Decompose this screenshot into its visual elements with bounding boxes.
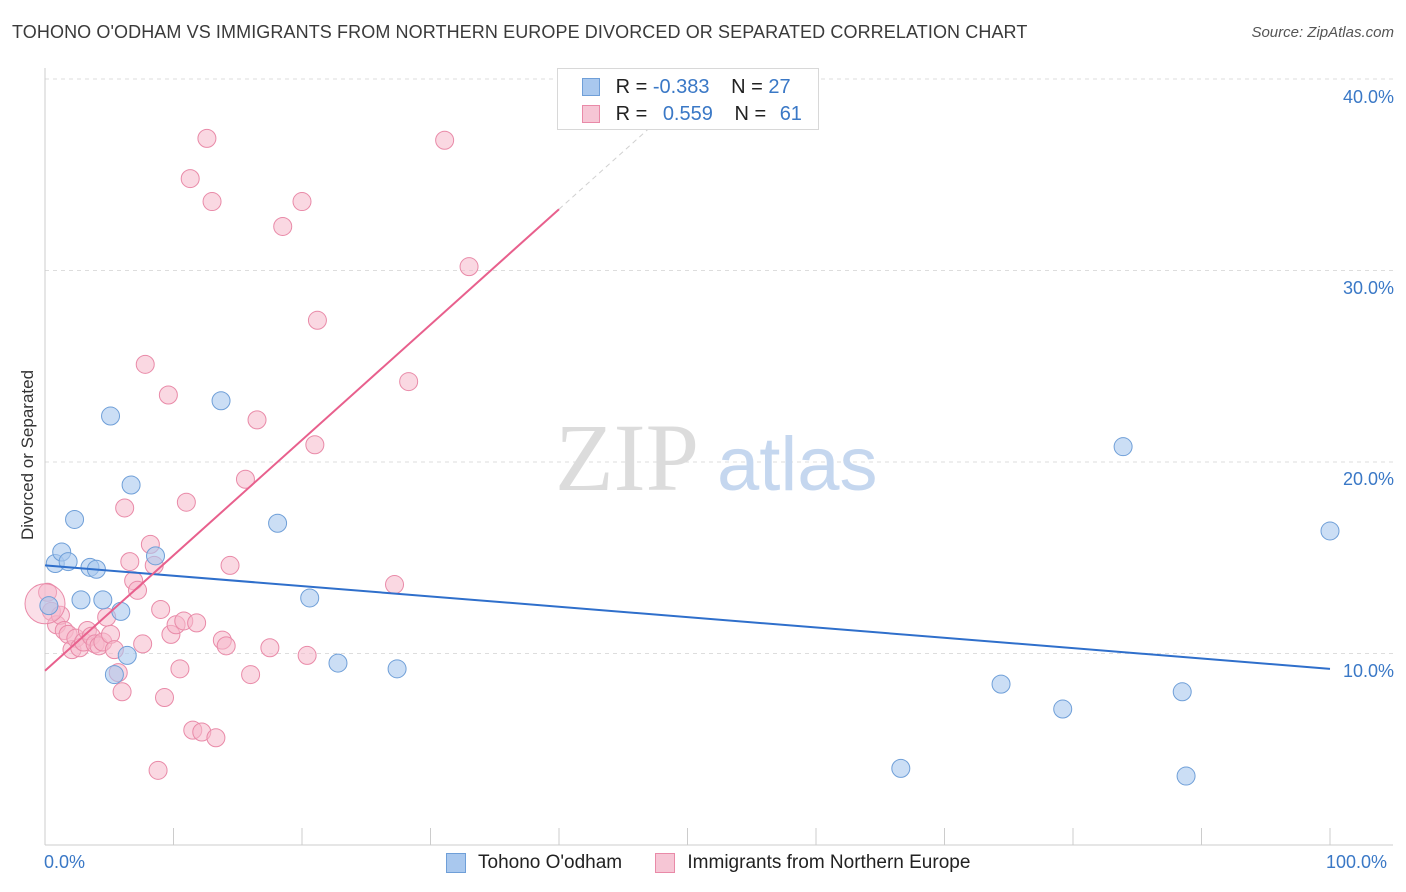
y-tick-10: 10.0%: [1342, 661, 1394, 681]
pink-point: [176, 492, 196, 512]
blue-series-points: [39, 391, 1340, 786]
n-value-pink: 61: [779, 103, 802, 125]
pink-swatch: [582, 105, 600, 123]
blue-point: [117, 645, 137, 665]
watermark-atlas: atlas: [717, 422, 878, 507]
blue-point: [1053, 699, 1073, 719]
stats-legend: R = -0.383 N = 27 R = 0.559 N = 61: [557, 68, 819, 130]
pink-point: [305, 435, 325, 455]
pink-point: [216, 636, 236, 656]
blue-swatch: [582, 78, 600, 96]
blue-point: [146, 546, 166, 566]
pink-point: [241, 665, 261, 685]
pink-point: [155, 688, 175, 708]
pink-point: [307, 310, 327, 330]
stats-row-blue: R = -0.383 N = 27: [582, 75, 791, 99]
pink-point: [435, 130, 455, 150]
series-legend: Tohono O'odham Immigrants from Northern …: [446, 852, 998, 879]
blue-point: [328, 653, 348, 673]
pink-point: [135, 354, 155, 374]
pink-point: [170, 659, 190, 679]
n-value-blue: 27: [768, 76, 791, 98]
blue-trend-line: [44, 564, 1331, 670]
pink-point: [202, 192, 222, 212]
n-label: N =: [734, 103, 767, 125]
blue-point: [1113, 437, 1133, 457]
pink-point: [128, 580, 148, 600]
blue-point: [1320, 521, 1340, 541]
pink-point: [187, 613, 207, 633]
pink-point: [206, 728, 226, 748]
blue-point: [1172, 682, 1192, 702]
trend-lines: [44, 122, 1331, 672]
r-value-pink: 0.559: [662, 103, 713, 125]
blue-point: [104, 665, 124, 685]
blue-point: [268, 513, 288, 533]
pink-point: [197, 128, 217, 148]
blue-point: [65, 509, 85, 529]
legend-item-pink[interactable]: Immigrants from Northern Europe: [655, 852, 970, 874]
blue-point: [93, 590, 113, 610]
pink-point: [133, 634, 153, 654]
blue-point: [387, 659, 407, 679]
blue-point: [39, 596, 59, 616]
pink-point: [148, 760, 168, 780]
blue-point: [891, 758, 911, 778]
pink-point: [158, 385, 178, 405]
pink-point: [151, 599, 171, 619]
axes: [44, 68, 1393, 846]
n-label: N =: [731, 76, 763, 98]
x-tick-max: 100.0%: [1326, 852, 1388, 872]
x-tick-min: 0.0%: [44, 852, 86, 872]
legend-label-blue: Tohono O'odham: [478, 852, 623, 873]
pink-point: [399, 372, 419, 392]
pink-point: [385, 575, 405, 595]
blue-point: [1176, 766, 1196, 786]
pink-point: [297, 645, 317, 665]
blue-point: [101, 406, 121, 426]
pink-point: [220, 555, 240, 575]
r-value-blue: -0.383: [652, 76, 710, 98]
grid-lines: [45, 78, 1393, 654]
pink-trend-line: [44, 208, 560, 672]
legend-label-pink: Immigrants from Northern Europe: [687, 852, 971, 873]
r-label: R =: [615, 103, 648, 125]
r-label: R =: [615, 76, 648, 98]
pink-series-points: [24, 128, 479, 780]
blue-swatch: [446, 853, 466, 873]
legend-item-blue[interactable]: Tohono O'odham: [446, 852, 622, 874]
y-tick-20: 20.0%: [1342, 469, 1394, 489]
y-axis-label: Divorced or Separated: [18, 369, 37, 541]
pink-trend-extension: [558, 122, 656, 210]
blue-point: [991, 674, 1011, 694]
source-label: Source: ZipAtlas.com: [1251, 24, 1394, 41]
pink-point: [247, 410, 267, 430]
blue-point: [121, 475, 141, 495]
y-tick-40: 40.0%: [1342, 87, 1394, 107]
watermark-zip: ZIP: [555, 404, 699, 511]
blue-point: [211, 391, 231, 411]
pink-point: [235, 469, 255, 489]
pink-point: [112, 682, 132, 702]
pink-point: [120, 552, 140, 572]
stats-row-pink: R = 0.559 N = 61: [582, 102, 802, 126]
chart-title: TOHONO O'ODHAM VS IMMIGRANTS FROM NORTHE…: [12, 22, 1028, 42]
pink-point: [273, 216, 293, 236]
blue-point: [300, 588, 320, 608]
pink-point: [459, 257, 479, 277]
blue-point: [71, 590, 91, 610]
pink-point: [180, 169, 200, 189]
pink-point: [115, 498, 135, 518]
pink-point: [260, 638, 280, 658]
y-tick-30: 30.0%: [1342, 278, 1394, 298]
blue-point: [111, 601, 131, 621]
pink-swatch: [655, 853, 676, 873]
pink-point: [292, 192, 312, 212]
